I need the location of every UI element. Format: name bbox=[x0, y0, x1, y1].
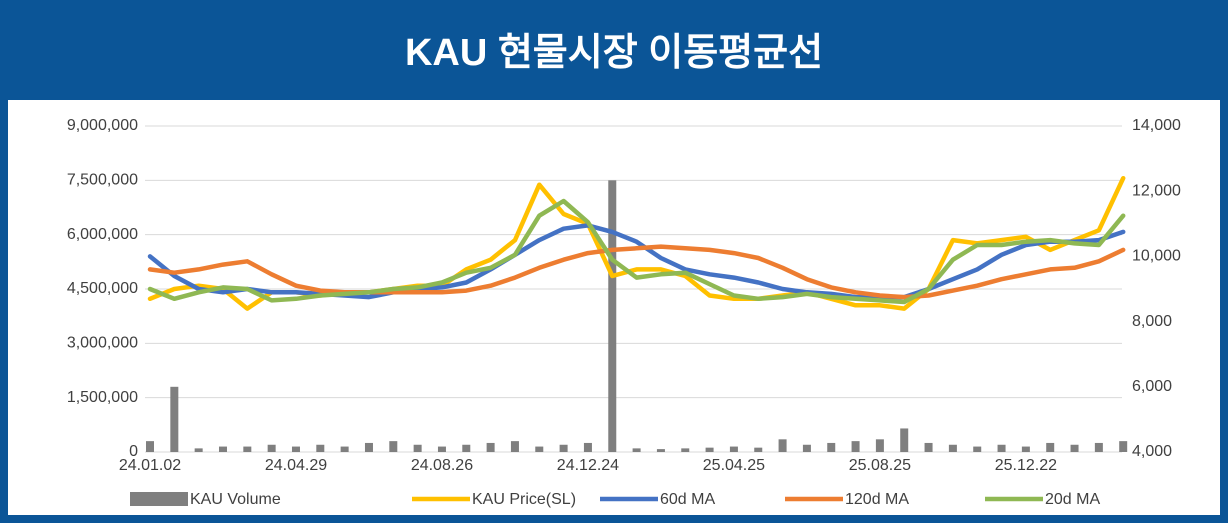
volume-bar bbox=[656, 449, 665, 452]
volume-bar bbox=[851, 441, 860, 452]
y2-tick-label: 8,000 bbox=[1132, 313, 1172, 330]
volume-bar bbox=[291, 446, 300, 452]
volume-bar bbox=[170, 386, 179, 452]
y-tick-label: 0 bbox=[129, 443, 138, 460]
y-tick-label: 7,500,000 bbox=[67, 172, 138, 189]
volume-bar bbox=[948, 444, 957, 452]
volume-bar bbox=[316, 444, 325, 452]
y-tick-label: 1,500,000 bbox=[67, 389, 138, 406]
volume-bar bbox=[1119, 441, 1128, 452]
y2-tick-label: 4,000 bbox=[1132, 443, 1172, 460]
line-series bbox=[147, 198, 1126, 305]
volume-bar bbox=[267, 444, 276, 452]
volume-bar bbox=[413, 444, 422, 452]
volume-bar bbox=[559, 444, 568, 452]
legend-label: 20d MA bbox=[1045, 491, 1100, 508]
volume-bar bbox=[778, 439, 787, 452]
volume-bar bbox=[754, 447, 763, 452]
line-series bbox=[147, 223, 1126, 300]
volume-bar bbox=[997, 444, 1006, 452]
volume-bar bbox=[1070, 444, 1079, 452]
volume-bar bbox=[486, 442, 495, 452]
volume-bar bbox=[705, 447, 714, 452]
volume-bar bbox=[364, 442, 373, 452]
volume-bar bbox=[681, 448, 690, 452]
y2-tick-label: 6,000 bbox=[1132, 378, 1172, 395]
volume-bar bbox=[462, 444, 471, 452]
line-series bbox=[147, 244, 1126, 300]
y2-tick-label: 12,000 bbox=[1132, 182, 1181, 199]
volume-bar bbox=[535, 446, 544, 452]
y-tick-label: 3,000,000 bbox=[67, 335, 138, 352]
volume-bar bbox=[802, 444, 811, 452]
x-tick-label: 25.04.25 bbox=[703, 457, 765, 474]
volume-bar bbox=[900, 428, 909, 452]
x-tick-label: 25.08.25 bbox=[849, 457, 911, 474]
volume-bar bbox=[1094, 442, 1103, 452]
legend-label: KAU Price(SL) bbox=[472, 491, 576, 508]
volume-bar bbox=[608, 180, 617, 453]
volume-bar bbox=[437, 446, 446, 452]
y-tick-label: 4,500,000 bbox=[67, 280, 138, 297]
y-tick-label: 9,000,000 bbox=[67, 117, 138, 134]
chart-title: KAU 현물시장 이동평균선 bbox=[405, 32, 823, 74]
x-tick-label: 24.04.29 bbox=[265, 457, 327, 474]
volume-bar bbox=[146, 441, 154, 452]
volume-bar bbox=[827, 442, 836, 452]
volume-bar bbox=[973, 446, 982, 452]
volume-bar bbox=[632, 448, 641, 452]
y2-tick-label: 14,000 bbox=[1132, 117, 1181, 134]
volume-bar bbox=[1021, 446, 1030, 452]
volume-bar bbox=[875, 439, 884, 452]
x-tick-label: 25.12.22 bbox=[995, 457, 1057, 474]
x-tick-label: 24.08.26 bbox=[411, 457, 473, 474]
y-tick-label: 6,000,000 bbox=[67, 226, 138, 243]
legend-label: KAU Volume bbox=[190, 491, 281, 508]
legend-label: 120d MA bbox=[845, 491, 909, 508]
volume-bar bbox=[389, 441, 398, 452]
legend-swatch bbox=[130, 492, 188, 506]
x-tick-label: 24.12.24 bbox=[557, 457, 619, 474]
volume-bar bbox=[1046, 442, 1055, 452]
x-tick-label: 24.01.02 bbox=[119, 457, 181, 474]
volume-bar bbox=[924, 442, 933, 452]
volume-bar bbox=[194, 448, 203, 452]
volume-bar bbox=[218, 446, 227, 452]
volume-bar bbox=[510, 441, 519, 452]
volume-bar bbox=[243, 446, 252, 452]
volume-bar bbox=[340, 446, 349, 452]
legend-label: 60d MA bbox=[660, 491, 715, 508]
y2-tick-label: 10,000 bbox=[1132, 248, 1181, 265]
volume-bar bbox=[583, 442, 592, 452]
volume-bar bbox=[729, 446, 738, 452]
